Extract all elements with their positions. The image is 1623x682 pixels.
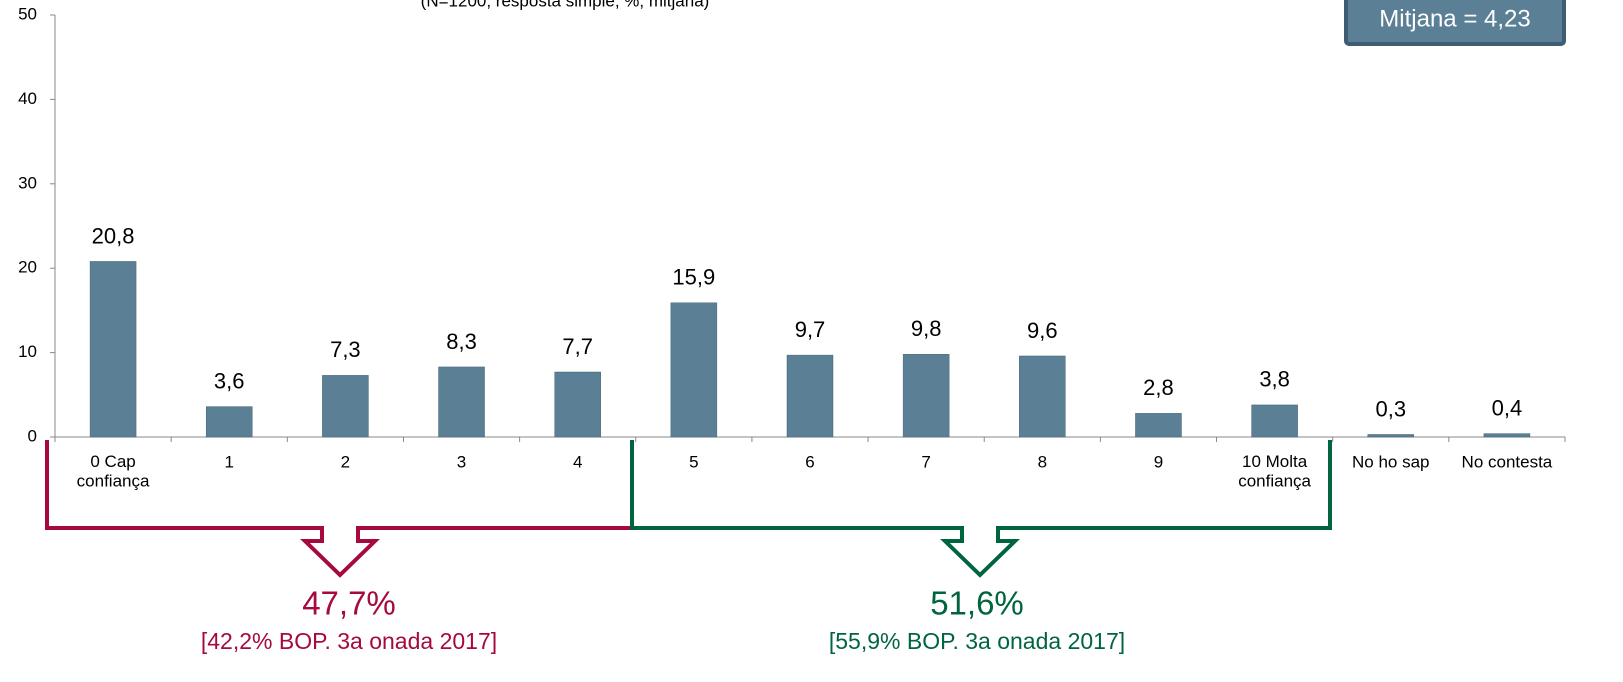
- x-tick-label: No contesta: [1462, 452, 1553, 471]
- bar: [205, 406, 253, 438]
- bar: [1367, 434, 1415, 438]
- value-label: 8,3: [446, 329, 477, 354]
- y-tick-label: 10: [18, 342, 37, 361]
- bar: [1019, 355, 1066, 438]
- value-label: 20,8: [92, 223, 135, 248]
- bar: [322, 375, 369, 438]
- x-tick-label: 2: [341, 452, 350, 471]
- x-tick-label: 7: [921, 452, 930, 471]
- value-label: 2,8: [1143, 375, 1174, 400]
- x-tick-label: 1: [224, 452, 233, 471]
- group-note: [42,2% BOP. 3a onada 2017]: [201, 628, 497, 654]
- x-tick-label: 9: [1154, 452, 1163, 471]
- mean-label: Mitjana = 4,23: [1379, 5, 1530, 32]
- bar: [1251, 404, 1298, 438]
- x-tick-label: 4: [573, 452, 582, 471]
- x-tick-label: 0 Cap confiança: [77, 452, 150, 491]
- bar: [438, 366, 485, 438]
- x-tick-label: No ho sap: [1352, 452, 1430, 471]
- x-tick-label: 6: [805, 452, 814, 471]
- value-label: 7,7: [562, 334, 593, 359]
- bar: [554, 371, 601, 438]
- mean-box: [1344, 0, 1566, 46]
- y-tick-label: 40: [18, 89, 37, 108]
- group-percent: 47,7%: [302, 585, 396, 622]
- value-label: 7,3: [330, 337, 361, 362]
- y-tick-label: 30: [18, 173, 37, 192]
- group-note: [55,9% BOP. 3a onada 2017]: [829, 628, 1125, 654]
- group-bracket: [630, 440, 1332, 578]
- bar: [670, 302, 718, 438]
- value-label: 0,4: [1492, 395, 1523, 420]
- y-tick-label: 50: [18, 4, 37, 23]
- bar: [902, 354, 950, 438]
- value-label: 15,9: [672, 265, 715, 290]
- value-label: 3,6: [214, 368, 245, 393]
- value-label: 9,6: [1027, 318, 1058, 343]
- bar: [89, 261, 137, 438]
- value-label: 9,8: [911, 316, 942, 341]
- group-bracket: [45, 440, 634, 578]
- value-label: 0,3: [1375, 396, 1406, 421]
- chart-subtitle: (N=1200; resposta simple; %; mitjana): [421, 0, 710, 10]
- x-tick-label: 10 Molta confiança: [1238, 452, 1311, 491]
- y-tick-label: 0: [28, 426, 37, 445]
- y-tick-label: 20: [18, 258, 37, 277]
- group-percent: 51,6%: [930, 585, 1024, 622]
- x-tick-label: 8: [1038, 452, 1047, 471]
- value-label: 3,8: [1259, 367, 1290, 392]
- value-label: 9,7: [795, 317, 826, 342]
- x-tick-label: 3: [457, 452, 466, 471]
- bar: [1135, 413, 1182, 438]
- x-tick-label: 5: [689, 452, 698, 471]
- bar: [1483, 433, 1531, 438]
- bar: [786, 354, 834, 438]
